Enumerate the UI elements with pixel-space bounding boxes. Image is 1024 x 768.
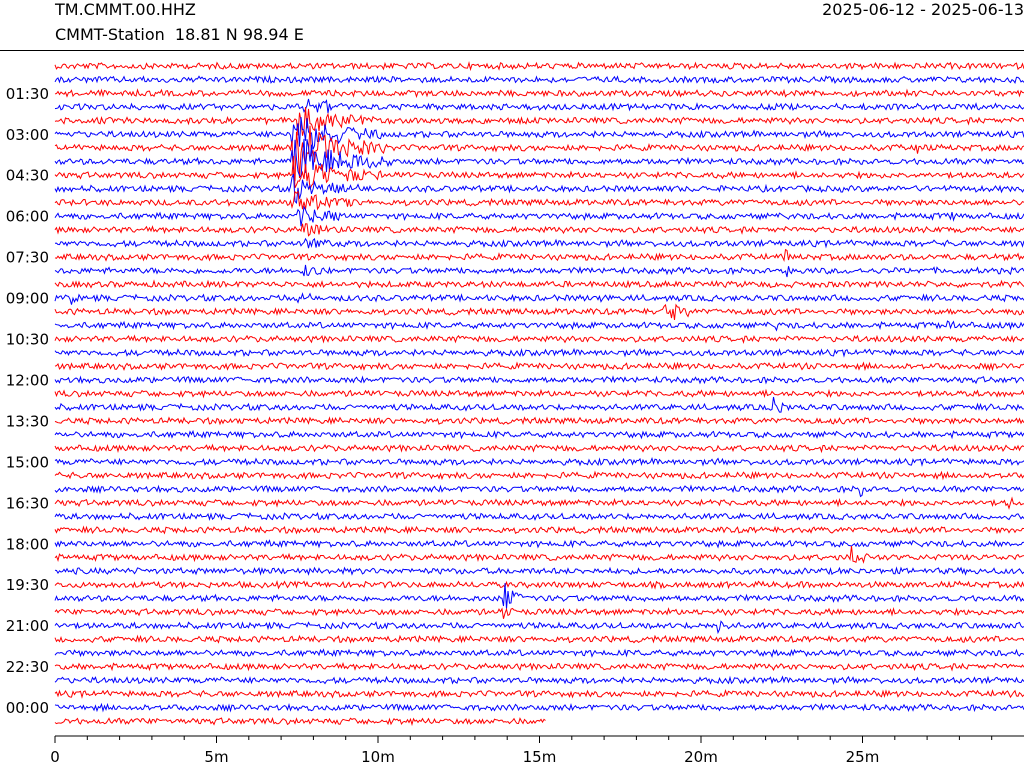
y-tick-label: 12:00 <box>6 371 49 389</box>
y-tick-label: 13:30 <box>6 412 49 430</box>
y-tick-label: 19:30 <box>6 576 49 594</box>
trace-line-37 <box>54 566 1024 576</box>
y-tick-label: 09:00 <box>6 290 49 308</box>
trace-line-16 <box>54 279 1024 289</box>
trace-line-23 <box>54 375 1024 385</box>
y-tick-label: 22:30 <box>6 658 49 676</box>
trace-line-6 <box>54 125 1024 182</box>
trace-line-2 <box>54 88 1024 99</box>
y-tick-label: 10:30 <box>6 331 49 349</box>
y-tick-label: 15:00 <box>6 453 49 471</box>
station-code: TM.CMMT.00.HHZ <box>55 0 196 19</box>
trace-line-9 <box>54 173 1024 205</box>
y-tick-label: 06:00 <box>6 208 49 226</box>
trace-line-14 <box>54 248 1024 263</box>
trace-line-39 <box>54 583 1024 609</box>
trace-line-26 <box>54 416 1024 426</box>
trace-line-30 <box>54 470 1024 481</box>
trace-line-24 <box>54 388 1024 399</box>
trace-line-22 <box>54 361 1024 372</box>
trace-line-38 <box>54 579 1024 590</box>
trace-line-19 <box>54 320 1024 332</box>
station-description: CMMT-Station 18.81 N 98.94 E <box>55 25 304 44</box>
x-tick-label: 20m <box>684 748 718 766</box>
date-range: 2025-06-12 - 2025-06-13 <box>822 0 1024 19</box>
y-tick-label: 07:30 <box>6 249 49 267</box>
trace-line-5 <box>54 117 1024 150</box>
x-tick-label: 25m <box>846 748 880 766</box>
trace-line-17 <box>54 292 1024 305</box>
trace-line-45 <box>54 675 1024 686</box>
trace-line-48 <box>54 716 546 727</box>
trace-line-10 <box>54 190 1024 211</box>
y-tick-label: 03:00 <box>6 126 49 144</box>
trace-line-25 <box>54 396 1024 413</box>
trace-line-7 <box>54 138 1024 179</box>
trace-line-32 <box>54 496 1024 510</box>
trace-line-44 <box>54 661 1024 672</box>
trace-line-35 <box>54 539 1024 549</box>
trace-line-18 <box>54 303 1024 320</box>
trace-line-40 <box>54 607 1024 619</box>
y-tick-label: 18:00 <box>6 535 49 553</box>
x-tick-label: 10m <box>361 748 395 766</box>
trace-line-12 <box>54 223 1024 237</box>
trace-line-31 <box>54 484 1024 498</box>
trace-line-11 <box>54 205 1024 227</box>
x-tick-label: 5m <box>204 748 228 766</box>
y-tick-label: 00:00 <box>6 699 49 717</box>
trace-line-43 <box>54 648 1024 658</box>
trace-line-36 <box>54 545 1024 564</box>
y-tick-label: 16:30 <box>6 494 49 512</box>
trace-line-8 <box>54 156 1024 190</box>
trace-line-28 <box>54 443 1024 454</box>
trace-line-15 <box>54 264 1024 278</box>
trace-line-21 <box>54 347 1024 358</box>
trace-line-0 <box>54 61 1024 72</box>
trace-line-47 <box>54 702 1024 713</box>
y-tick-label: 01:30 <box>6 85 49 103</box>
x-axis: 0 5m 10m 15m 20m 25m <box>50 735 1024 766</box>
trace-line-34 <box>54 525 1024 535</box>
x-tick-label: 15m <box>523 748 557 766</box>
trace-line-42 <box>54 634 1024 644</box>
trace-line-3 <box>54 98 1024 114</box>
trace-line-1 <box>54 74 1024 85</box>
trace-line-29 <box>54 457 1024 467</box>
trace-line-41 <box>54 620 1024 635</box>
trace-group <box>54 61 1024 727</box>
x-tick-label: 0 <box>50 748 60 766</box>
trace-line-27 <box>54 429 1024 440</box>
header-divider <box>0 50 1024 51</box>
trace-line-4 <box>54 106 1024 136</box>
trace-line-46 <box>54 688 1024 699</box>
y-axis: 01:30 03:00 04:30 06:00 07:30 09:00 10:30 12:00… <box>6 85 49 717</box>
trace-line-13 <box>54 237 1024 249</box>
trace-line-33 <box>54 511 1024 521</box>
y-tick-label: 04:30 <box>6 167 49 185</box>
trace-line-20 <box>54 334 1024 345</box>
y-tick-label: 21:00 <box>6 617 49 635</box>
